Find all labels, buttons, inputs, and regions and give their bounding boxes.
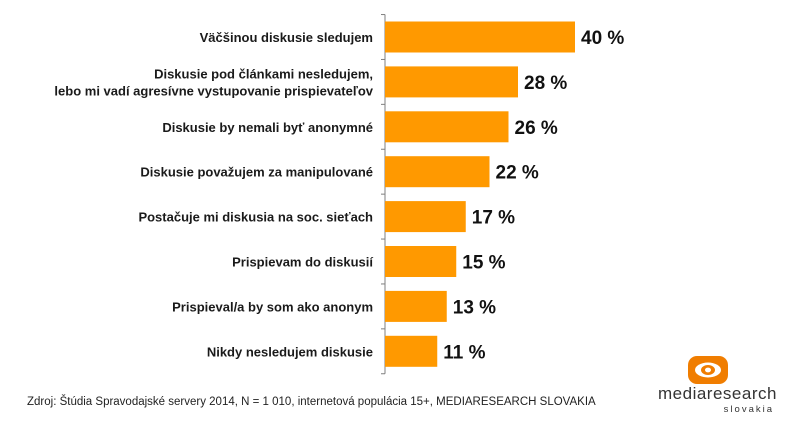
category-label-line: Diskusie považujem za manipulované xyxy=(140,165,373,180)
category-label: Prispievam do diskusií xyxy=(232,255,373,270)
category-label-line: Prispievam do diskusií xyxy=(232,255,373,270)
bar xyxy=(385,246,457,277)
data-label: 15 % xyxy=(462,253,505,274)
bar xyxy=(385,290,447,322)
category-label: Postačuje mi diskusia na soc. sieťach xyxy=(138,210,373,225)
logo-subtitle: slovakia xyxy=(723,404,774,415)
mediaresearch-logo: mediaresearch slovakia xyxy=(658,355,778,425)
bar xyxy=(385,111,509,143)
category-label-line: Prispieval/a by som ako anonym xyxy=(172,299,373,314)
category-label-line: Postačuje mi diskusia na soc. sieťach xyxy=(138,210,373,225)
data-label: 17 % xyxy=(472,208,515,229)
category-label-line: Nikdy nesledujem diskusie xyxy=(207,344,373,359)
data-label: 28 % xyxy=(524,73,567,94)
category-label: Diskusie považujem za manipulované xyxy=(140,165,373,180)
category-label: Prispieval/a by som ako anonym xyxy=(172,299,373,314)
category-label: Nikdy nesledujem diskusie xyxy=(207,344,373,359)
data-label: 22 % xyxy=(496,163,539,184)
category-label: Diskusie by nemali byť anonymné xyxy=(162,120,373,135)
source-note: Zdroj: Štúdia Spravodajské servery 2014,… xyxy=(27,396,596,408)
logo-wordmark: mediaresearch xyxy=(658,384,777,403)
data-label: 26 % xyxy=(515,118,558,139)
bar xyxy=(385,335,438,367)
bar xyxy=(385,66,518,98)
eye-icon xyxy=(688,356,728,384)
bar xyxy=(385,156,490,188)
bar xyxy=(385,21,575,53)
category-label: Väčšinou diskusie sledujem xyxy=(200,30,373,45)
data-label: 11 % xyxy=(443,342,485,363)
category-label-line: Diskusie pod článkami nesledujem, xyxy=(154,66,373,81)
category-label-line: lebo mi vadí agresívne vystupovanie pris… xyxy=(54,83,373,98)
category-label-line: Väčšinou diskusie sledujem xyxy=(200,30,373,45)
category-label-line: Diskusie by nemali byť anonymné xyxy=(162,120,373,135)
data-label: 40 % xyxy=(581,28,624,49)
bar xyxy=(385,201,466,233)
category-label: Diskusie pod článkami nesledujem, lebo mi… xyxy=(54,66,373,98)
data-label: 13 % xyxy=(453,297,496,318)
bar-chart: 40 % Väčšinou diskusie sledujem 28 % Diskus… xyxy=(54,14,624,375)
plot-area: 40 % Väčšinou diskusie sledujem 28 % Diskus… xyxy=(54,14,624,375)
